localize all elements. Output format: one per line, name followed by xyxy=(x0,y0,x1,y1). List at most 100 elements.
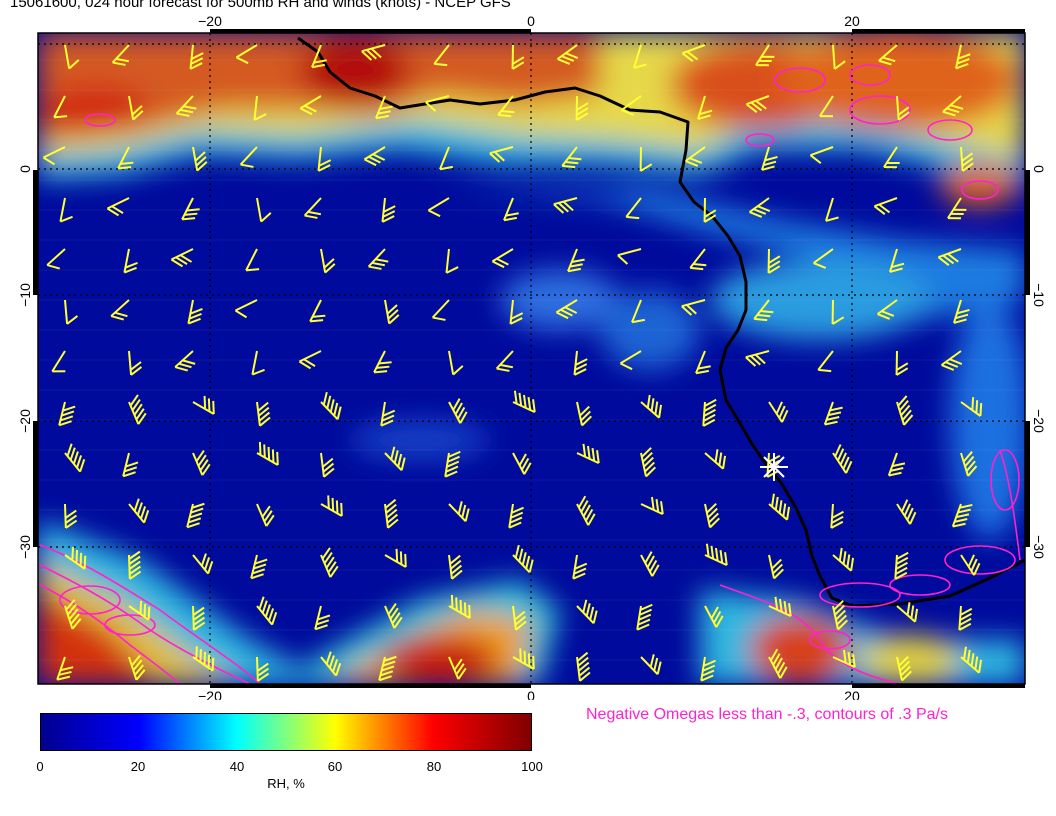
wind-barb xyxy=(431,299,450,321)
wind-barb xyxy=(192,146,208,172)
wind-barb xyxy=(556,44,579,65)
wind-barb xyxy=(809,146,834,164)
colorbar-tick: 80 xyxy=(426,759,442,774)
wind-barb xyxy=(896,655,912,682)
wind-barb xyxy=(192,553,214,575)
wind-barb xyxy=(64,547,87,570)
wind-barb xyxy=(960,146,974,172)
wind-barb xyxy=(768,493,791,521)
wind-barb xyxy=(181,197,200,221)
wind-barb xyxy=(384,602,403,629)
wind-barb xyxy=(512,452,532,475)
wind-barb xyxy=(320,547,339,578)
wind-barb xyxy=(384,299,400,325)
wind-barb xyxy=(768,401,789,423)
lat-label-left: −20 xyxy=(17,409,33,433)
wind-barb xyxy=(832,649,856,669)
wind-barb xyxy=(64,503,78,529)
wind-barb xyxy=(617,248,642,265)
wind-barb xyxy=(812,248,834,269)
wind-barb xyxy=(704,502,720,529)
lon-label-top: 20 xyxy=(844,13,860,29)
wind-barb xyxy=(64,299,79,325)
wind-barb xyxy=(320,248,336,274)
wind-barb xyxy=(767,248,781,274)
wind-barb xyxy=(317,146,332,172)
wind-barb xyxy=(639,146,653,172)
wind-barb xyxy=(681,299,706,316)
wind-barb xyxy=(768,648,788,679)
wind-barb xyxy=(433,44,450,67)
wind-barb xyxy=(896,395,914,426)
rh-wind-map[interactable]: −20 0 20 −20 0 20 0 −10 −20 −30 0 −10 −2… xyxy=(0,0,1056,700)
lat-label-right: −20 xyxy=(1031,409,1047,433)
colorbar-tick: 0 xyxy=(36,759,44,774)
wind-barb xyxy=(832,444,853,474)
wind-barb xyxy=(106,197,130,217)
wind-barb xyxy=(831,299,845,325)
wind-barb xyxy=(384,498,399,529)
wind-barb xyxy=(448,594,471,619)
wind-barb xyxy=(953,299,970,324)
wind-barb xyxy=(830,503,844,529)
wind-barb xyxy=(576,599,598,624)
wind-barb xyxy=(960,451,978,477)
wind-barb xyxy=(192,646,215,672)
wind-barb xyxy=(878,44,898,66)
wind-barb xyxy=(384,548,407,568)
wind-barb xyxy=(367,248,389,270)
lon-label-bottom: 20 xyxy=(844,688,860,700)
lat-label-left: −10 xyxy=(17,283,33,307)
wind-barb xyxy=(509,299,524,325)
wind-barb xyxy=(256,441,279,466)
wind-barb xyxy=(373,350,392,374)
wind-barb xyxy=(128,654,146,681)
wind-barb xyxy=(491,248,514,269)
wind-barb xyxy=(955,44,971,70)
colorbar-tick: 60 xyxy=(327,759,343,774)
wind-barb xyxy=(251,350,265,376)
wind-barb xyxy=(495,350,514,372)
wind-barb xyxy=(555,299,578,320)
wind-barb xyxy=(576,651,591,682)
wind-barb xyxy=(755,44,775,67)
wind-barb xyxy=(640,551,660,577)
chart-title: 15061600, 024 hour forecast for 500mb RH… xyxy=(10,0,511,11)
wind-barb xyxy=(631,299,646,324)
wind-barb xyxy=(256,656,270,682)
wind-barb xyxy=(684,146,706,167)
wind-barb xyxy=(633,44,647,69)
wind-barb xyxy=(896,602,919,623)
wind-barb xyxy=(508,503,524,529)
wind-barb xyxy=(42,146,66,166)
wind-barb xyxy=(951,503,973,528)
wind-barb xyxy=(320,651,342,677)
wind-barb xyxy=(620,95,642,116)
wind-barb xyxy=(448,350,464,376)
wind-barb xyxy=(681,44,706,62)
wind-barb xyxy=(572,554,588,580)
wind-barb xyxy=(239,146,258,168)
wind-barb xyxy=(561,146,582,169)
wind-barb xyxy=(128,394,147,425)
wind-barb xyxy=(128,600,151,621)
wind-barb xyxy=(320,391,342,420)
wind-barb xyxy=(512,390,536,414)
wind-barb xyxy=(128,350,143,376)
wind-barb xyxy=(64,443,86,473)
wind-barb xyxy=(256,503,275,527)
wind-barb xyxy=(567,248,585,273)
map-frame xyxy=(37,32,1026,685)
wind-barb xyxy=(256,596,278,626)
wind-barb xyxy=(960,646,983,674)
wind-barb xyxy=(256,197,272,223)
wind-barb xyxy=(245,248,260,272)
wind-barb xyxy=(192,395,215,415)
wind-barb xyxy=(448,554,463,580)
wind-barb xyxy=(873,197,898,215)
wind-barb xyxy=(704,449,727,470)
wind-barb xyxy=(378,655,397,682)
graticule xyxy=(38,33,1025,684)
wind-barb xyxy=(894,551,909,580)
wind-barb xyxy=(704,543,728,567)
